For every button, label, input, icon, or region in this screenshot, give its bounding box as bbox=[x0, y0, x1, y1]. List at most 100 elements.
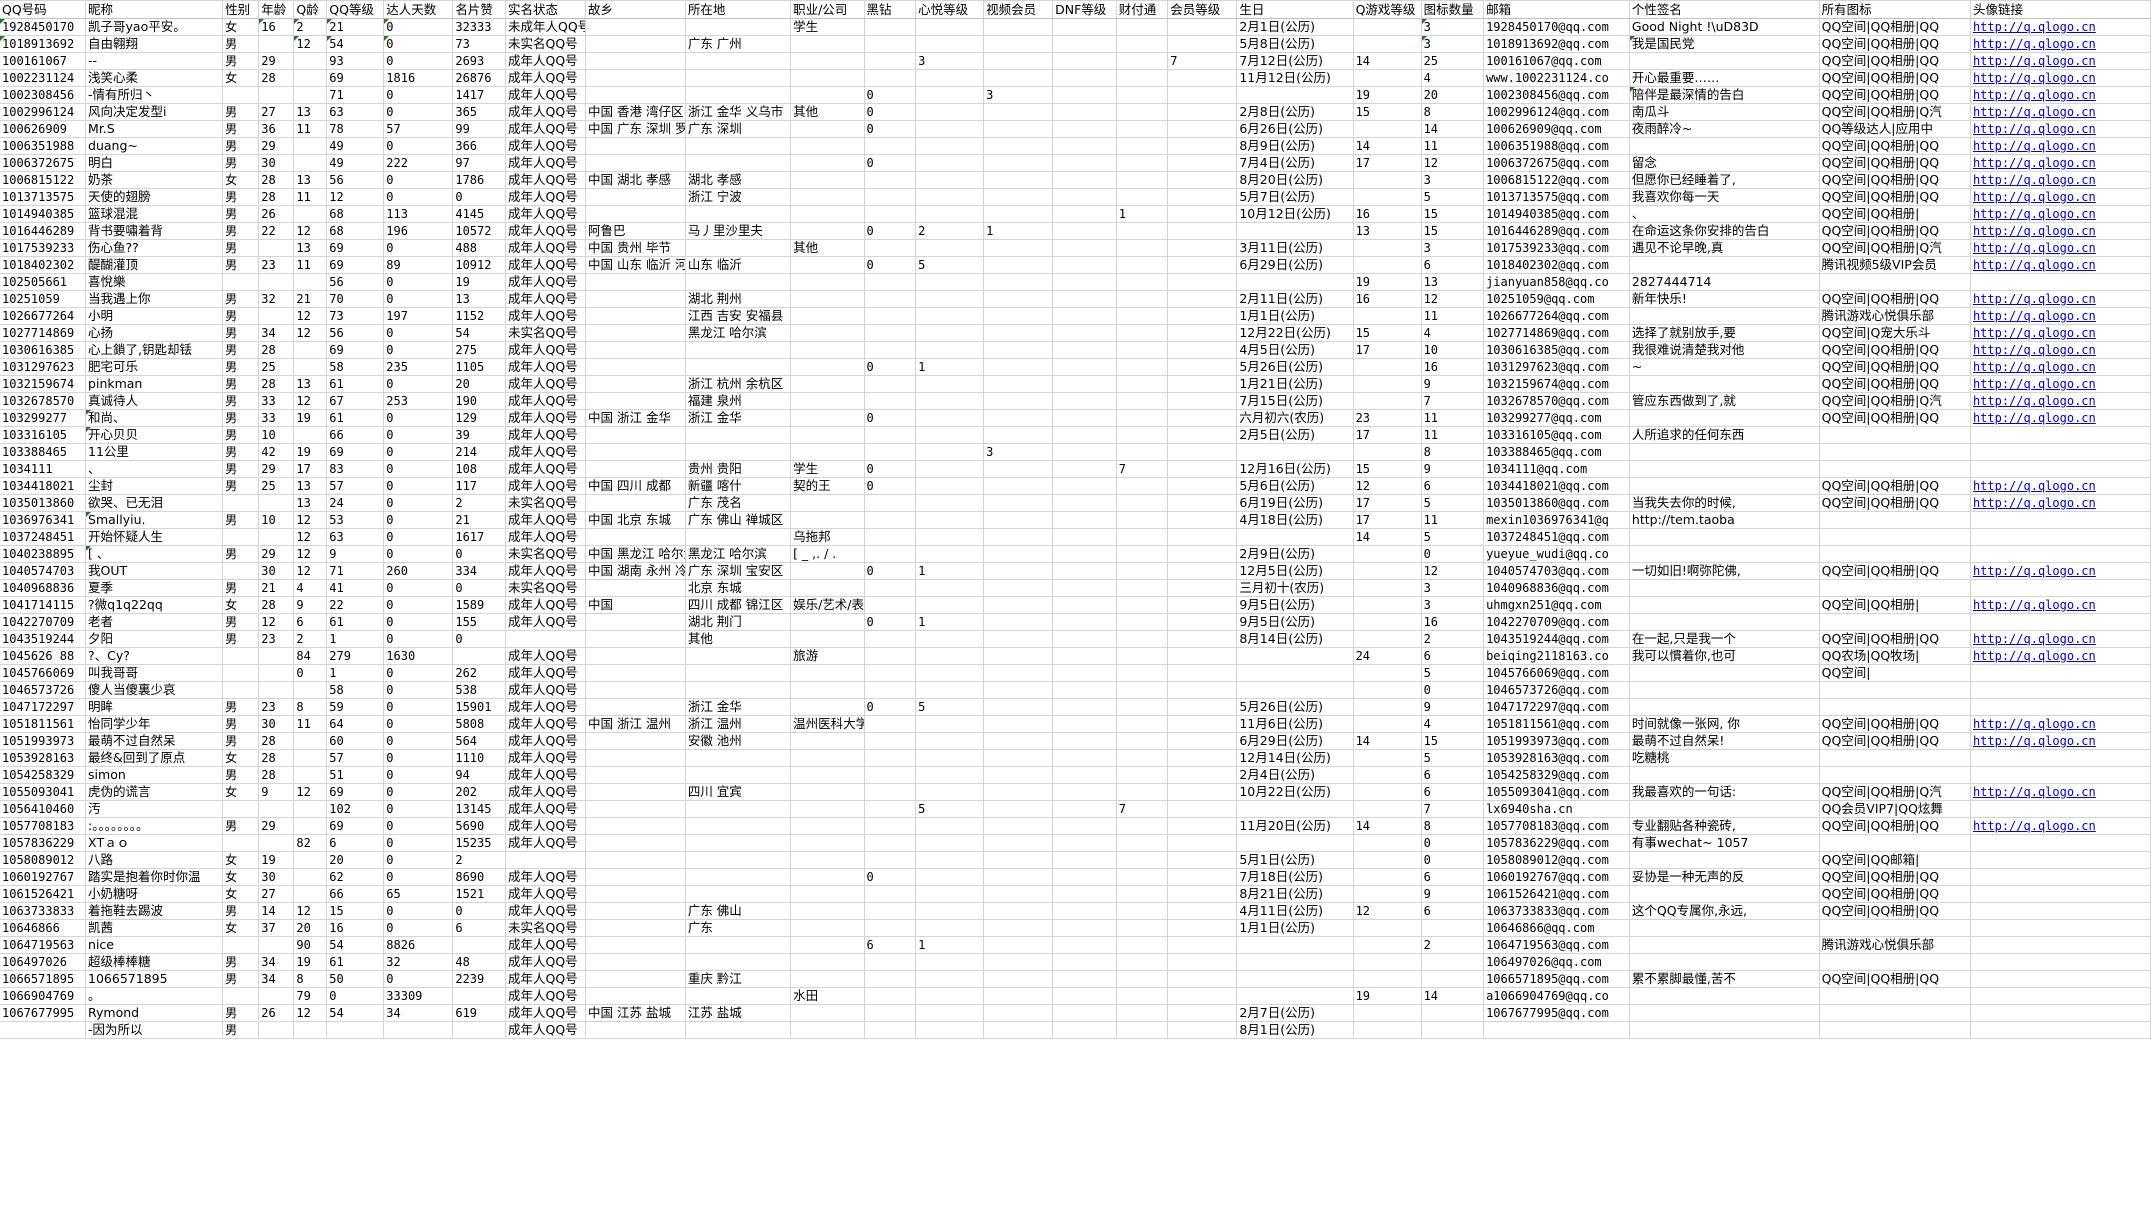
cell-age[interactable]: 19 bbox=[258, 851, 295, 869]
cell-xinyue[interactable] bbox=[915, 477, 985, 495]
cell-qlevel[interactable]: 20 bbox=[326, 851, 385, 869]
cell-signature[interactable] bbox=[1629, 52, 1820, 70]
cell-nick[interactable]: 超级棒棒糖 bbox=[85, 953, 224, 971]
cell-qage[interactable]: 8 bbox=[293, 970, 328, 988]
cell-allicons[interactable]: QQ空间|QQ相册|Q汽 bbox=[1819, 783, 1971, 801]
table-row[interactable]: 1066904769。 79 0 33309 成年人QQ号 水田 19 14 a10669047… bbox=[0, 987, 2151, 1005]
cell-qq[interactable]: 1928450170 bbox=[0, 18, 87, 36]
cell-location[interactable] bbox=[685, 18, 792, 36]
cell-qq[interactable]: 1045626 88 bbox=[0, 647, 87, 665]
cell-sex[interactable]: 男 bbox=[222, 307, 260, 325]
cell-vip[interactable] bbox=[1167, 273, 1238, 291]
cell-hometown[interactable] bbox=[585, 460, 686, 478]
cell-qgame[interactable] bbox=[1353, 715, 1422, 733]
cell-xinyue[interactable] bbox=[915, 103, 985, 121]
cell-allicons[interactable]: QQ空间|QQ相册|Q汽 bbox=[1819, 392, 1971, 410]
cell-dnf[interactable] bbox=[1052, 630, 1117, 648]
table-row[interactable]: 1026677264 小明男 12 73 197 1152 成年人QQ号 江西 吉安 安福县 1… bbox=[0, 307, 2151, 325]
cell-videovip[interactable] bbox=[983, 579, 1054, 597]
cell-qlevel[interactable]: 22 bbox=[326, 596, 385, 614]
cell-heizuan[interactable]: 0 bbox=[864, 358, 917, 376]
cell-realname[interactable]: 成年人QQ号 bbox=[505, 766, 587, 784]
cell-iconcount[interactable]: 6 bbox=[1421, 902, 1485, 920]
cell-nick[interactable]: 夕阳 bbox=[85, 630, 224, 648]
cell-age[interactable] bbox=[258, 86, 295, 104]
cell-vip[interactable] bbox=[1167, 528, 1238, 546]
cell-age[interactable] bbox=[258, 1021, 295, 1039]
cell-qlevel[interactable]: 70 bbox=[326, 290, 385, 308]
cell-caifutong[interactable] bbox=[1116, 834, 1169, 852]
cell-nick[interactable]: 醍醐灌顶 bbox=[85, 256, 224, 274]
cell-videovip[interactable] bbox=[983, 392, 1054, 410]
table-row[interactable]: 1016446289 背书要嘯着背男 22 12 68 196 10572 成年人QQ号 阿鲁巴… bbox=[0, 222, 2151, 240]
cell-allicons[interactable]: QQ空间|QQ相册|QQ bbox=[1819, 817, 1971, 835]
cell-vip[interactable] bbox=[1167, 868, 1238, 886]
cell-dnf[interactable] bbox=[1052, 69, 1117, 87]
cell-xinyue[interactable] bbox=[915, 205, 985, 223]
cell-darendays[interactable]: 0 bbox=[383, 52, 454, 70]
cell-iconcount[interactable]: 0 bbox=[1421, 681, 1485, 699]
cell-location[interactable]: 其他 bbox=[685, 630, 792, 648]
cell-job[interactable] bbox=[790, 1021, 865, 1039]
cell-birthday[interactable]: 6月26日(公历) bbox=[1236, 120, 1354, 138]
cell-caifutong[interactable] bbox=[1116, 902, 1169, 920]
table-row[interactable]: 1018913692 自由翱翔男 12 54 0 73 未实名QQ号 广东 广州 5月8日(公历… bbox=[0, 35, 2151, 53]
cell-qgame[interactable]: 17 bbox=[1353, 511, 1422, 529]
cell-qq[interactable] bbox=[0, 1021, 87, 1039]
cell-qgame[interactable] bbox=[1353, 766, 1422, 784]
cell-qgame[interactable] bbox=[1353, 256, 1422, 274]
cell-dnf[interactable] bbox=[1052, 1021, 1117, 1039]
cell-hometown[interactable] bbox=[585, 273, 686, 291]
cell-caifutong[interactable] bbox=[1116, 698, 1169, 716]
cell-qgame[interactable] bbox=[1353, 681, 1422, 699]
cell-darendays[interactable]: 0 bbox=[383, 494, 454, 512]
cell-birthday[interactable] bbox=[1236, 86, 1354, 104]
cell-dnf[interactable] bbox=[1052, 562, 1117, 580]
cell-realname[interactable]: 成年人QQ号 bbox=[505, 86, 587, 104]
cell-job[interactable] bbox=[790, 851, 865, 869]
cell-vip[interactable] bbox=[1167, 477, 1238, 495]
cell-videovip[interactable] bbox=[983, 1004, 1054, 1022]
cell-videovip[interactable] bbox=[983, 137, 1054, 155]
cell-realname[interactable] bbox=[505, 851, 587, 869]
cell-realname[interactable]: 成年人QQ号 bbox=[505, 375, 587, 393]
cell-signature[interactable]: 南瓜斗 bbox=[1629, 103, 1820, 121]
cell-realname[interactable]: 成年人QQ号 bbox=[505, 902, 587, 920]
cell-allicons[interactable]: QQ空间|QQ相册|QQ bbox=[1819, 188, 1971, 206]
cell-cardlike[interactable]: 190 bbox=[452, 392, 506, 410]
cell-age[interactable]: 10 bbox=[258, 511, 295, 529]
cell-job[interactable] bbox=[790, 171, 865, 189]
table-row[interactable]: 1032159674 pinkman 男 28 13 61 0 20 成年人QQ号 浙江 杭州 余… bbox=[0, 375, 2151, 393]
cell-realname[interactable]: 未实名QQ号 bbox=[505, 579, 587, 597]
cell-qq[interactable]: 1018402302 bbox=[0, 256, 87, 274]
cell-caifutong[interactable] bbox=[1116, 154, 1169, 172]
cell-qgame[interactable] bbox=[1353, 851, 1422, 869]
cell-birthday[interactable]: 9月5日(公历) bbox=[1236, 596, 1354, 614]
cell-realname[interactable]: 成年人QQ号 bbox=[505, 426, 587, 444]
cell-qlevel[interactable]: 61 bbox=[326, 375, 385, 393]
cell-age[interactable] bbox=[258, 664, 295, 682]
cell-iconcount[interactable]: 6 bbox=[1421, 647, 1485, 665]
cell-job[interactable] bbox=[790, 579, 865, 597]
cell-hometown[interactable] bbox=[585, 35, 686, 53]
cell-dnf[interactable] bbox=[1052, 800, 1117, 818]
cell-location[interactable]: 湖北 荆门 bbox=[685, 613, 792, 631]
cell-birthday[interactable] bbox=[1236, 953, 1354, 971]
cell-heizuan[interactable] bbox=[864, 545, 917, 563]
cell-iconcount[interactable]: 2 bbox=[1421, 936, 1485, 954]
cell-vip[interactable] bbox=[1167, 511, 1238, 529]
cell-realname[interactable]: 成年人QQ号 bbox=[505, 358, 587, 376]
cell-dnf[interactable] bbox=[1052, 358, 1117, 376]
cell-sex[interactable]: 男 bbox=[222, 715, 260, 733]
table-row[interactable]: 1045766069 叫我哥哥 0 1 0 262 成年人QQ号 5 1045766069@qq… bbox=[0, 664, 2151, 682]
cell-email[interactable]: 1054258329@qq.com bbox=[1483, 766, 1630, 784]
cell-vip[interactable] bbox=[1167, 664, 1238, 682]
cell-realname[interactable]: 成年人QQ号 bbox=[505, 681, 587, 699]
cell-iconcount[interactable]: 2 bbox=[1421, 630, 1485, 648]
cell-vip[interactable] bbox=[1167, 307, 1238, 325]
cell-videovip[interactable] bbox=[983, 749, 1054, 767]
cell-qlevel[interactable]: 6 bbox=[326, 834, 385, 852]
cell-heizuan[interactable]: 0 bbox=[864, 86, 917, 104]
cell-qgame[interactable]: 16 bbox=[1353, 205, 1422, 223]
cell-location[interactable] bbox=[685, 953, 792, 971]
